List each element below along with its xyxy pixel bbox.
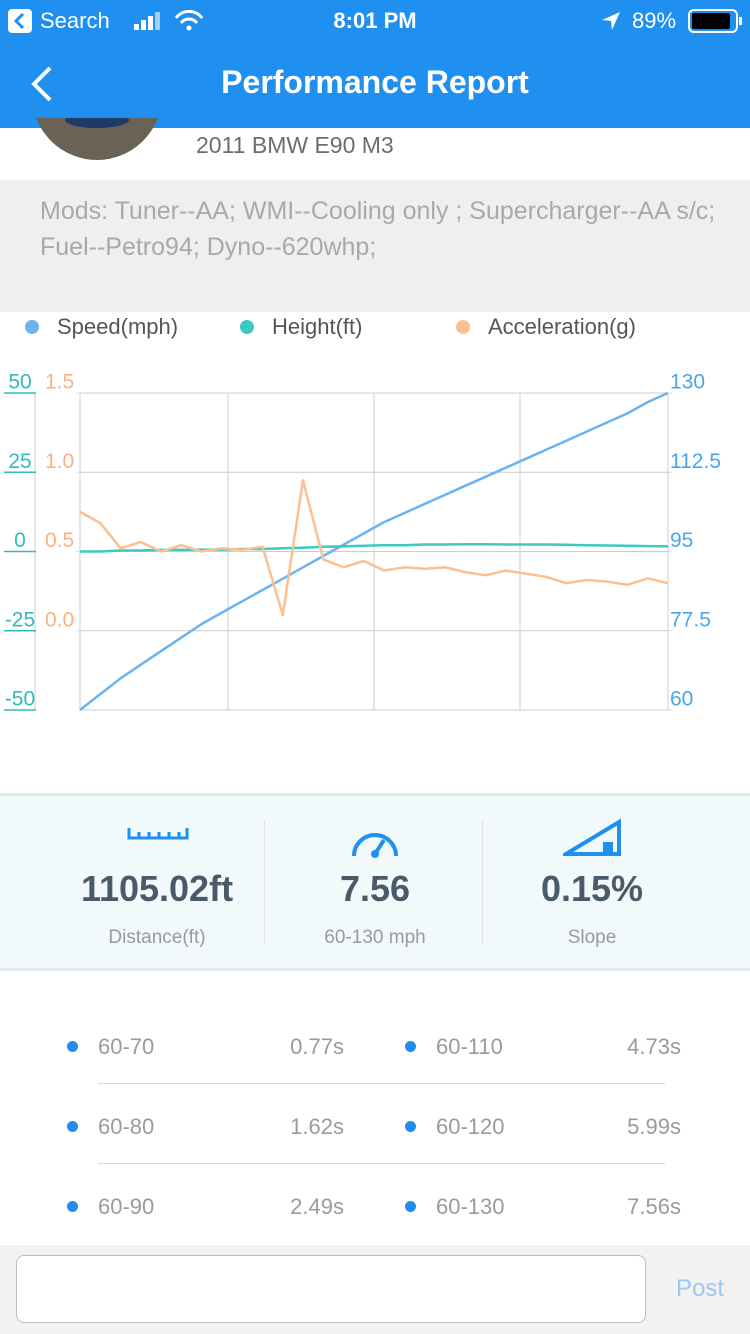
stat: 7.56 60-130 mph	[250, 796, 500, 968]
y-tick-label: -50	[5, 688, 35, 711]
divider	[98, 1163, 665, 1164]
stat: 1105.02ft Distance(ft)	[32, 796, 282, 968]
distance-icon	[127, 828, 189, 840]
split-range: 60-70	[98, 1034, 155, 1059]
location-icon	[602, 12, 620, 30]
back-app-icon	[8, 9, 32, 33]
split-dot	[405, 1121, 416, 1132]
speed-icon	[352, 833, 398, 858]
separator	[264, 820, 265, 944]
chart: -50 -25 0 25 50 0.0 0.5 1.0 1.5 60 77.5 95 112.5 130 S…	[0, 312, 750, 790]
split-time: 7.56s	[627, 1194, 681, 1219]
back-app[interactable]: Search	[40, 8, 110, 33]
y-tick-label: -25	[5, 608, 35, 631]
mods-text: Mods: Tuner--AA; WMI--Cooling only ; Sup…	[40, 197, 716, 261]
stat-value: 1105.02ft	[80, 868, 234, 909]
y3-tick-label: 1.5	[45, 371, 74, 394]
y3-tick-label: 0.0	[45, 608, 74, 631]
divider	[98, 1083, 665, 1084]
split-time: 4.73s	[627, 1034, 681, 1059]
series-line	[79, 478, 669, 617]
legend-dot	[25, 320, 39, 334]
signal-wifi	[134, 10, 204, 31]
split-dot	[405, 1201, 416, 1212]
stat-value: 0.15%	[540, 868, 644, 909]
y2-tick-label: 112.5	[670, 450, 721, 473]
series-line	[79, 391, 669, 711]
series-line	[80, 542, 669, 553]
legend-label: Acceleration(g)	[488, 314, 636, 339]
stat-label: Slope	[567, 927, 617, 948]
y2-tick-label: 130	[670, 371, 705, 394]
y3-tick-label: 0.5	[45, 529, 74, 552]
nav-title: Performance Report	[221, 64, 529, 100]
back-button[interactable]	[28, 66, 58, 102]
split-range: 60-120	[436, 1114, 505, 1139]
split-time: 2.49s	[290, 1194, 344, 1219]
y2-tick-label: 77.5	[670, 608, 711, 631]
stat-label: Distance(ft)	[108, 927, 206, 948]
y-tick-label: 25	[8, 450, 31, 473]
split-dot	[67, 1121, 78, 1132]
car-avatar	[36, 118, 158, 160]
split-range: 60-80	[98, 1114, 155, 1139]
split-time: 5.99s	[627, 1114, 681, 1139]
comment-bar: Post	[0, 1245, 750, 1334]
status-bar: Search 8:01 PM 89%	[0, 0, 750, 40]
slope-icon	[563, 818, 621, 856]
split-range: 60-110	[436, 1034, 503, 1059]
split-dot	[67, 1041, 78, 1052]
battery: 89%	[632, 8, 677, 33]
split-time: 1.62s	[290, 1114, 344, 1139]
mods-panel: Mods: Tuner--AA; WMI--Cooling only ; Sup…	[0, 180, 750, 312]
stat-label: 60-130 mph	[324, 927, 426, 948]
split-range: 60-130	[436, 1194, 505, 1219]
y3-tick-label: 1.0	[45, 450, 74, 473]
post-button[interactable]: Post	[676, 1275, 725, 1302]
comment-input[interactable]	[16, 1255, 646, 1323]
car-header: 2011 BMW E90 M3	[0, 118, 750, 180]
legend-dot	[456, 320, 470, 334]
stat-value: 7.56	[339, 868, 411, 909]
stats-panel: 1105.02ft Distance(ft) 7.56 60-130 mph 0…	[0, 793, 750, 971]
legend-label: Speed(mph)	[57, 314, 178, 339]
time: 8:01 PM	[333, 8, 417, 33]
stat: 0.15% Slope	[467, 796, 717, 968]
y-tick-label: 0	[14, 529, 26, 552]
car-name: 2011 BMW E90 M3	[196, 132, 394, 158]
legend-label: Height(ft)	[272, 314, 362, 339]
header: Search 8:01 PM 89% Performance Report	[0, 0, 750, 128]
y-tick-label: 50	[8, 371, 31, 394]
y2-tick-label: 60	[670, 688, 693, 711]
legend-dot	[240, 320, 254, 334]
separator	[482, 820, 483, 944]
battery-icon	[688, 9, 742, 33]
split-dot	[67, 1201, 78, 1212]
split-time: 0.77s	[290, 1034, 344, 1059]
y2-tick-label: 95	[670, 529, 693, 552]
split-range: 60-90	[98, 1194, 155, 1219]
split-dot	[405, 1041, 416, 1052]
